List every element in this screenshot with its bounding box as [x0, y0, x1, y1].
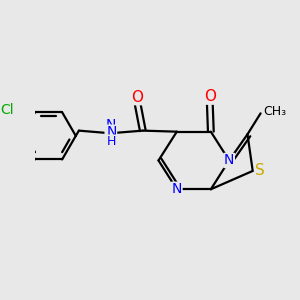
- Text: Cl: Cl: [0, 103, 14, 117]
- Text: N
H: N H: [105, 118, 116, 148]
- Text: S: S: [255, 164, 264, 178]
- Text: CH₃: CH₃: [263, 105, 286, 118]
- Text: O: O: [204, 89, 216, 104]
- Text: H: H: [107, 135, 116, 148]
- Text: N: N: [106, 125, 117, 139]
- Text: N: N: [224, 154, 234, 167]
- Text: O: O: [132, 90, 144, 105]
- Text: N: N: [172, 182, 182, 196]
